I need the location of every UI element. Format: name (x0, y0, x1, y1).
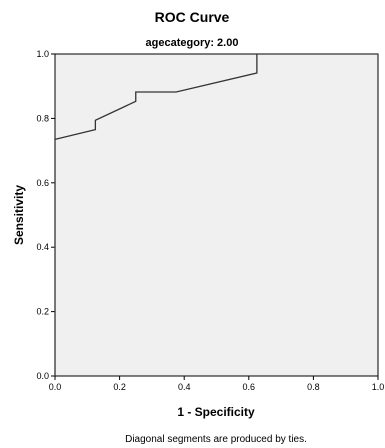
roc-series (54, 53, 378, 376)
y-tick-label: 0.2 (36, 307, 49, 317)
x-axis-title: 1 - Specificity (177, 405, 255, 419)
y-tick-label: 0.6 (36, 178, 49, 188)
x-tick-label: 1.0 (372, 382, 385, 392)
chart-footnote: Diagonal segments are produced by ties. (125, 434, 307, 445)
roc-curve-line (54, 53, 378, 376)
y-axis: 0.0 0.2 0.4 0.6 0.8 1.0 (36, 49, 55, 381)
x-tick-label: 0.6 (243, 382, 256, 392)
x-tick-label: 0.8 (307, 382, 320, 392)
x-tick-label: 0.0 (49, 382, 62, 392)
chart-title: ROC Curve (155, 9, 230, 25)
plot-area (54, 53, 379, 377)
y-tick-label: 1.0 (36, 49, 49, 59)
x-axis: 0.0 0.2 0.4 0.6 0.8 1.0 (49, 376, 385, 392)
x-tick-label: 0.2 (113, 382, 126, 392)
y-axis-title: Sensitivity (12, 185, 26, 245)
y-tick-label: 0.0 (36, 371, 49, 381)
y-tick-label: 0.8 (36, 113, 49, 123)
y-tick-label: 0.4 (36, 242, 49, 252)
x-tick-label: 0.4 (178, 382, 191, 392)
chart-subtitle: agecategory: 2.00 (146, 37, 239, 49)
